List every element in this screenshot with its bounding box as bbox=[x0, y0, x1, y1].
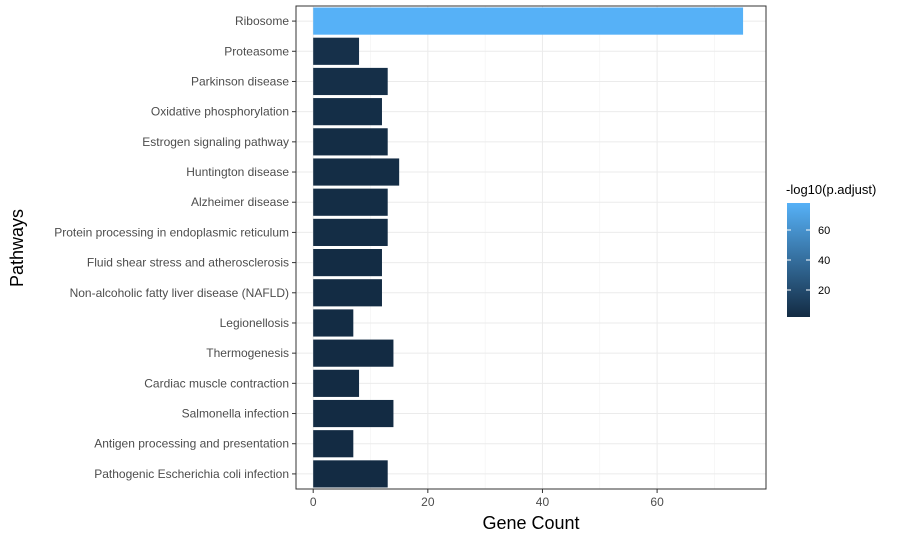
bar bbox=[313, 37, 360, 65]
bar bbox=[313, 67, 388, 96]
legend-colorbar bbox=[787, 203, 810, 317]
bar bbox=[313, 369, 360, 397]
panel-border bbox=[295, 5, 767, 490]
bar bbox=[313, 309, 354, 337]
y-tick-label: Huntington disease bbox=[186, 165, 289, 179]
x-tick-label: 0 bbox=[310, 495, 317, 509]
y-tick-label: Protein processing in endoplasmic reticu… bbox=[54, 225, 289, 239]
y-tick-label: Antigen processing and presentation bbox=[94, 437, 289, 451]
bar bbox=[313, 460, 388, 488]
legend-tick-label: 40 bbox=[818, 255, 830, 267]
y-tick-label: Parkinson disease bbox=[191, 74, 289, 88]
bar bbox=[313, 7, 744, 35]
y-tick-label: Thermogenesis bbox=[206, 346, 289, 360]
bar bbox=[313, 188, 388, 216]
y-axis-ticks: Ribosome Proteasome Parkinson disease Oxida… bbox=[54, 14, 296, 481]
bar bbox=[313, 218, 388, 246]
bar bbox=[313, 399, 394, 428]
legend-title: -log10(p.adjust) bbox=[786, 182, 876, 197]
x-tick-label: 40 bbox=[536, 495, 550, 509]
x-axis-title: Gene Count bbox=[482, 513, 579, 533]
y-tick-label: Alzheimer disease bbox=[191, 195, 289, 209]
y-tick-label: Non-alcoholic fatty liver disease (NAFLD… bbox=[70, 286, 289, 300]
y-tick-label: Salmonella infection bbox=[182, 407, 289, 421]
color-legend: -log10(p.adjust) 20 40 60 bbox=[786, 182, 876, 317]
bar bbox=[313, 158, 400, 186]
bar bbox=[313, 279, 382, 307]
y-tick-label: Pathogenic Escherichia coli infection bbox=[94, 467, 289, 481]
legend-ticks: 20 40 60 bbox=[787, 225, 830, 297]
y-tick-label: Ribosome bbox=[235, 14, 289, 28]
legend-tick-label: 60 bbox=[818, 225, 830, 237]
y-tick-label: Legionellosis bbox=[220, 316, 289, 330]
legend-tick-label: 20 bbox=[818, 285, 830, 297]
y-tick-label: Oxidative phosphorylation bbox=[151, 105, 289, 119]
x-tick-label: 60 bbox=[650, 495, 664, 509]
bar bbox=[313, 98, 382, 126]
y-tick-label: Cardiac muscle contraction bbox=[144, 376, 289, 390]
bar bbox=[313, 339, 394, 367]
bars bbox=[313, 7, 744, 488]
y-tick-label: Proteasome bbox=[224, 44, 289, 58]
y-tick-label: Estrogen signaling pathway bbox=[142, 135, 289, 149]
x-axis-ticks: 0 20 40 60 bbox=[310, 489, 664, 509]
bar bbox=[313, 249, 382, 277]
y-tick-label: Fluid shear stress and atherosclerosis bbox=[87, 256, 289, 270]
x-tick-label: 20 bbox=[421, 495, 435, 509]
y-axis-title: Pathways bbox=[7, 209, 27, 287]
bar bbox=[313, 430, 354, 458]
bar bbox=[313, 128, 388, 156]
